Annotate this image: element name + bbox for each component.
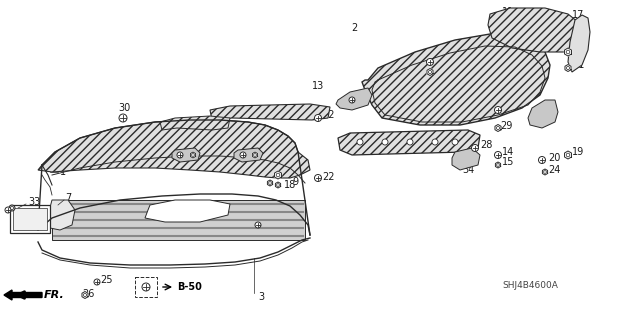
Circle shape: [357, 139, 363, 145]
Text: 16: 16: [435, 50, 447, 60]
Circle shape: [177, 152, 183, 158]
Polygon shape: [145, 200, 230, 222]
Text: 17: 17: [572, 10, 584, 20]
Text: 24: 24: [548, 165, 561, 175]
Circle shape: [10, 206, 13, 210]
Circle shape: [432, 139, 438, 145]
Polygon shape: [268, 180, 273, 186]
Polygon shape: [495, 162, 500, 168]
Circle shape: [142, 283, 150, 291]
Polygon shape: [568, 15, 590, 72]
Circle shape: [382, 139, 388, 145]
Text: 25: 25: [100, 275, 113, 285]
Text: 33: 33: [28, 197, 40, 207]
Text: 1: 1: [60, 167, 66, 177]
Circle shape: [472, 145, 479, 152]
FancyArrow shape: [4, 290, 42, 300]
Bar: [135, 277, 157, 297]
Polygon shape: [564, 151, 572, 159]
Circle shape: [538, 157, 545, 164]
Text: 30: 30: [500, 104, 512, 114]
Text: 30: 30: [118, 103, 131, 113]
Text: 19: 19: [572, 147, 584, 157]
Polygon shape: [495, 124, 501, 131]
Polygon shape: [275, 182, 280, 188]
Polygon shape: [82, 292, 88, 299]
Polygon shape: [338, 130, 480, 155]
Text: 22: 22: [322, 172, 335, 182]
Polygon shape: [528, 100, 558, 128]
Text: 21: 21: [572, 60, 584, 70]
Circle shape: [314, 174, 321, 182]
Text: 20: 20: [548, 153, 561, 163]
Text: 14: 14: [502, 147, 515, 157]
Text: 11: 11: [502, 7, 515, 17]
Polygon shape: [564, 48, 572, 56]
Polygon shape: [275, 171, 282, 179]
Polygon shape: [48, 200, 75, 230]
Polygon shape: [160, 116, 230, 130]
Text: 27: 27: [572, 43, 584, 53]
Bar: [13, 208, 47, 230]
Circle shape: [314, 115, 321, 122]
Bar: [10, 205, 50, 233]
Text: SHJ4B4600A: SHJ4B4600A: [502, 280, 558, 290]
Text: 31: 31: [200, 157, 212, 167]
Text: 15: 15: [502, 157, 515, 167]
Text: 29: 29: [500, 121, 513, 131]
Polygon shape: [172, 148, 200, 162]
Text: 4: 4: [282, 110, 288, 120]
Polygon shape: [488, 8, 580, 52]
Text: 32: 32: [263, 217, 275, 227]
Bar: [52, 200, 305, 240]
Text: 5: 5: [195, 125, 201, 135]
Text: 6: 6: [195, 135, 201, 145]
Text: 26: 26: [82, 289, 94, 299]
Circle shape: [495, 152, 502, 159]
Circle shape: [426, 58, 433, 65]
Polygon shape: [362, 34, 550, 125]
Text: 28: 28: [480, 140, 492, 150]
Text: 13: 13: [312, 81, 324, 91]
Polygon shape: [234, 148, 263, 162]
Circle shape: [240, 152, 246, 158]
Polygon shape: [543, 169, 548, 175]
Text: 34: 34: [462, 165, 474, 175]
Circle shape: [407, 139, 413, 145]
Text: FR.: FR.: [44, 290, 65, 300]
Circle shape: [119, 114, 127, 122]
Polygon shape: [38, 120, 310, 178]
Polygon shape: [565, 64, 571, 71]
Text: 3: 3: [258, 292, 264, 302]
Text: 23: 23: [543, 110, 556, 120]
Polygon shape: [210, 104, 330, 120]
Polygon shape: [191, 152, 196, 158]
Circle shape: [9, 205, 15, 211]
Circle shape: [94, 279, 100, 285]
Polygon shape: [252, 152, 257, 158]
Text: 8: 8: [292, 167, 298, 177]
Text: 18: 18: [284, 180, 296, 190]
Circle shape: [349, 97, 355, 103]
Circle shape: [255, 222, 261, 228]
Circle shape: [452, 139, 458, 145]
Text: 22: 22: [322, 110, 335, 120]
Polygon shape: [336, 88, 372, 110]
Text: B-50: B-50: [177, 282, 202, 292]
Text: 10: 10: [435, 63, 447, 73]
Text: 2: 2: [351, 23, 357, 33]
Text: 9: 9: [292, 177, 298, 187]
Circle shape: [5, 207, 11, 213]
Polygon shape: [452, 148, 480, 170]
Text: 12: 12: [345, 143, 357, 153]
Text: 31: 31: [268, 159, 280, 169]
Polygon shape: [427, 69, 433, 76]
Text: 7: 7: [65, 193, 71, 203]
Circle shape: [495, 107, 502, 114]
